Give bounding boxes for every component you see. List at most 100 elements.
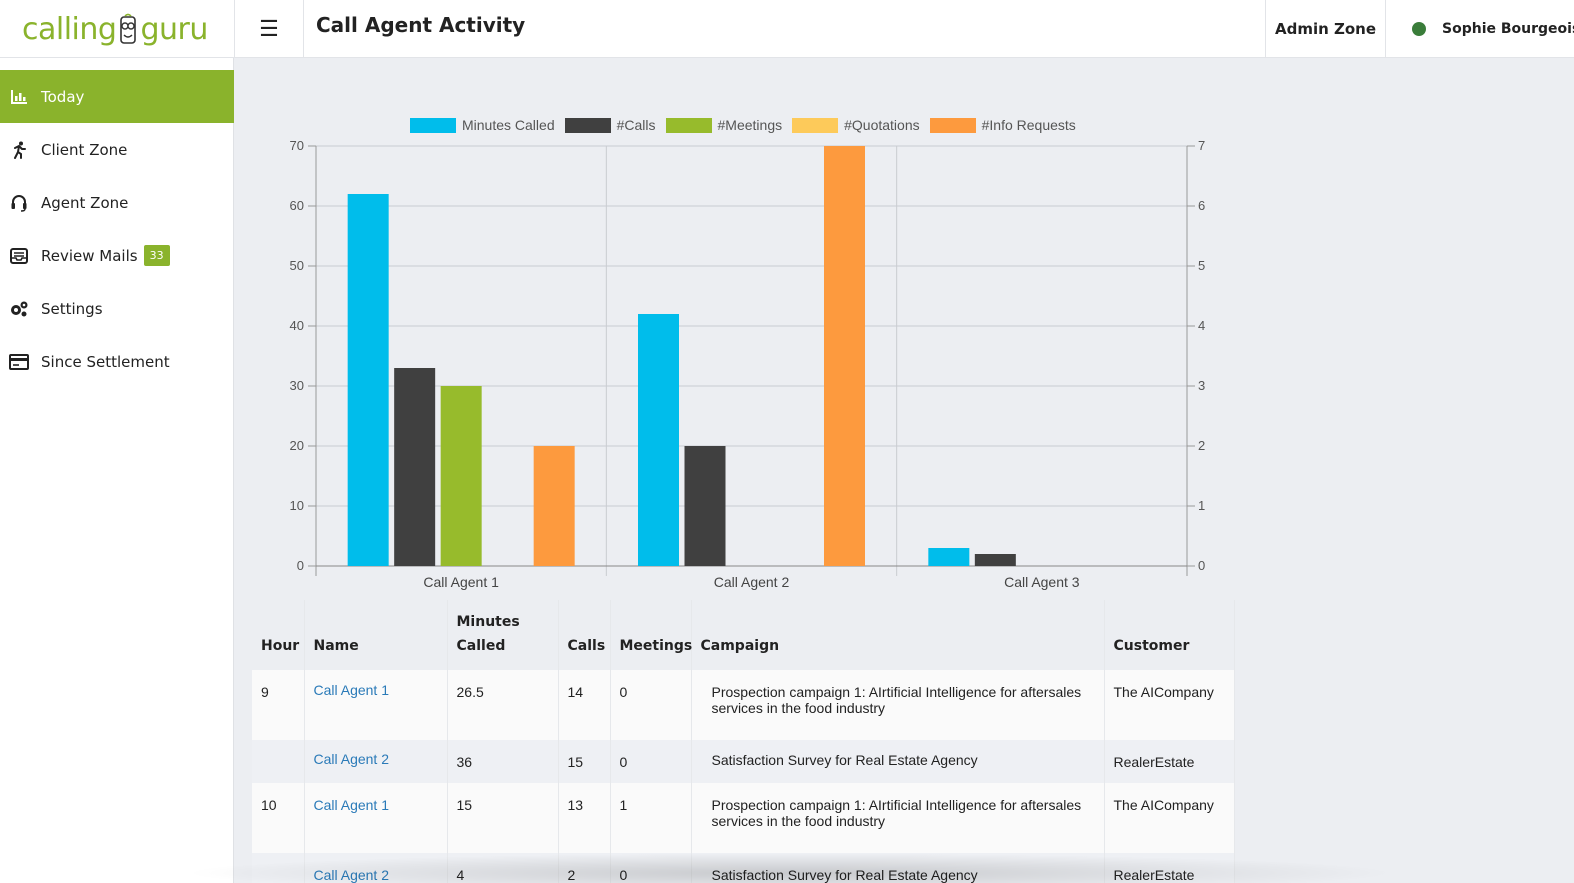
column-header-meetings[interactable]: Meetings	[610, 600, 692, 670]
chart-legend: Minutes Called #Calls #Meetings #Quotations…	[410, 117, 1086, 133]
hamburger-icon: ☰	[259, 16, 279, 41]
table-row: Call Agent 2 36 15 0 Satisfaction Survey…	[252, 740, 1235, 783]
chart-bar	[533, 446, 575, 566]
x-tick-label: Call Agent 2	[714, 574, 790, 590]
gears-icon	[9, 299, 29, 319]
sidebar-item-label: Agent Zone	[41, 193, 129, 212]
sidebar-item-client-zone[interactable]: Client Zone	[0, 123, 234, 176]
y2-tick-label: 0	[1198, 558, 1205, 573]
chart-bar	[347, 194, 389, 566]
x-tick-label: Call Agent 3	[1004, 574, 1080, 590]
column-header-minutes-line1: Minutes	[456, 614, 520, 630]
legend-item[interactable]: #Info Requests	[929, 117, 1076, 133]
y2-tick-label: 3	[1198, 378, 1205, 393]
column-header-minutes-called[interactable]: Minutes Called	[447, 600, 559, 670]
chart-bar	[394, 368, 436, 566]
cell-agent-link[interactable]: Call Agent 2	[304, 740, 448, 783]
sidebar-item-label: Settings	[41, 299, 103, 318]
sidebar-item-label: Today	[41, 87, 85, 106]
cell-calls: 15	[558, 740, 611, 783]
headset-icon	[9, 193, 29, 213]
top-bar: calling guru ☰ Call Agent Activity Admin…	[0, 0, 1574, 58]
cell-campaign: Prospection campaign 1: AIrtificial Inte…	[691, 670, 1105, 740]
cell-meetings: 0	[610, 740, 692, 783]
legend-label: #Info Requests	[981, 117, 1076, 133]
y-tick-label: 40	[290, 318, 304, 333]
legend-swatch	[665, 117, 712, 133]
menu-toggle-button[interactable]: ☰	[234, 0, 304, 58]
cell-minutes: 36	[447, 740, 559, 783]
legend-item[interactable]: #Calls	[564, 117, 656, 133]
legend-label: Minutes Called	[462, 117, 555, 133]
admin-zone-link[interactable]: Admin Zone	[1265, 0, 1385, 58]
column-header-name[interactable]: Name	[304, 600, 448, 670]
cell-minutes: 26.5	[447, 670, 559, 740]
cell-customer: The AICompany	[1104, 670, 1235, 740]
cell-campaign: Satisfaction Survey for Real Estate Agen…	[691, 740, 1105, 783]
cell-minutes: 15	[447, 783, 559, 853]
logo-text-right: guru	[140, 11, 208, 47]
cell-calls: 13	[558, 783, 611, 853]
cell-agent-link[interactable]: Call Agent 2	[304, 853, 448, 883]
chart-bar	[928, 548, 970, 566]
y-tick-label: 60	[290, 198, 304, 213]
y2-tick-label: 4	[1198, 318, 1205, 333]
card-icon	[9, 352, 29, 372]
y2-tick-label: 5	[1198, 258, 1205, 273]
legend-item[interactable]: Minutes Called	[410, 117, 555, 133]
cell-calls: 2	[558, 853, 611, 883]
column-header-hour[interactable]: Hour	[252, 600, 305, 670]
sidebar-item-agent-zone[interactable]: Agent Zone	[0, 176, 234, 229]
cell-meetings: 0	[610, 853, 692, 883]
sidebar-item-settings[interactable]: Settings	[0, 282, 234, 335]
column-header-campaign[interactable]: Campaign	[691, 600, 1105, 670]
sidebar-item-label: Since Settlement	[41, 352, 170, 371]
chart-bar	[824, 146, 865, 566]
legend-label: #Meetings	[717, 117, 783, 133]
cell-hour: 10	[252, 783, 305, 853]
cell-calls: 14	[558, 670, 611, 740]
y-tick-label: 70	[290, 138, 304, 153]
y2-tick-label: 7	[1198, 138, 1205, 153]
online-status-icon	[1412, 22, 1426, 36]
column-header-calls[interactable]: Calls	[558, 600, 611, 670]
page-title: Call Agent Activity	[316, 13, 526, 37]
cell-customer: The AICompany	[1104, 783, 1235, 853]
y-tick-label: 0	[297, 558, 304, 573]
y2-tick-label: 6	[1198, 198, 1205, 213]
activity-chart-svg: 0 10 20 30 40 50 60 70 0 1 2 3 4 5 6 7 Call Agent 1 Call …	[290, 138, 1206, 590]
legend-swatch	[410, 117, 456, 133]
cell-agent-link[interactable]: Call Agent 1	[304, 783, 448, 853]
legend-swatch	[929, 117, 976, 133]
activity-table: Hour Name Minutes Called Calls Meetings C…	[252, 600, 1235, 883]
column-header-customer[interactable]: Customer	[1104, 600, 1235, 670]
y-tick-label: 10	[290, 498, 304, 513]
cell-meetings: 1	[610, 783, 692, 853]
sidebar-item-review-mails[interactable]: Review Mails 33	[0, 229, 234, 282]
legend-item[interactable]: #Meetings	[665, 117, 783, 133]
activity-chart: 0 10 20 30 40 50 60 70 0 1 2 3 4 5 6 7 Call Agent 1 Call …	[250, 110, 1240, 600]
chart-bar	[638, 314, 679, 566]
legend-swatch	[564, 117, 611, 133]
table-row: 9 Call Agent 1 26.5 14 0 Prospection cam…	[252, 670, 1235, 740]
sidebar-item-label: Client Zone	[41, 140, 128, 159]
y2-tick-label: 2	[1198, 438, 1205, 453]
legend-item[interactable]: #Quotations	[792, 117, 920, 133]
app-logo[interactable]: calling guru	[0, 0, 234, 58]
cell-hour	[252, 853, 305, 883]
chart-bar	[684, 446, 726, 566]
cell-hour	[252, 740, 305, 783]
chart-bar	[440, 386, 482, 566]
cell-minutes: 4	[447, 853, 559, 883]
cell-customer: RealerEstate	[1104, 853, 1235, 883]
table-row: Call Agent 2 4 2 0 Satisfaction Survey f…	[252, 853, 1235, 883]
y-tick-label: 50	[290, 258, 304, 273]
sidebar: Today Client Zone Agent Zone Review Mail…	[0, 58, 234, 883]
table-header-row: Hour Name Minutes Called Calls Meetings C…	[252, 600, 1235, 670]
cell-agent-link[interactable]: Call Agent 1	[304, 670, 448, 740]
sidebar-item-since-settlement[interactable]: Since Settlement	[0, 335, 234, 388]
table-row: 10 Call Agent 1 15 13 1 Prospection camp…	[252, 783, 1235, 853]
sidebar-item-today[interactable]: Today	[0, 70, 234, 123]
cell-customer: RealerEstate	[1104, 740, 1235, 783]
user-menu[interactable]: Sophie Bourgeois	[1385, 0, 1574, 58]
